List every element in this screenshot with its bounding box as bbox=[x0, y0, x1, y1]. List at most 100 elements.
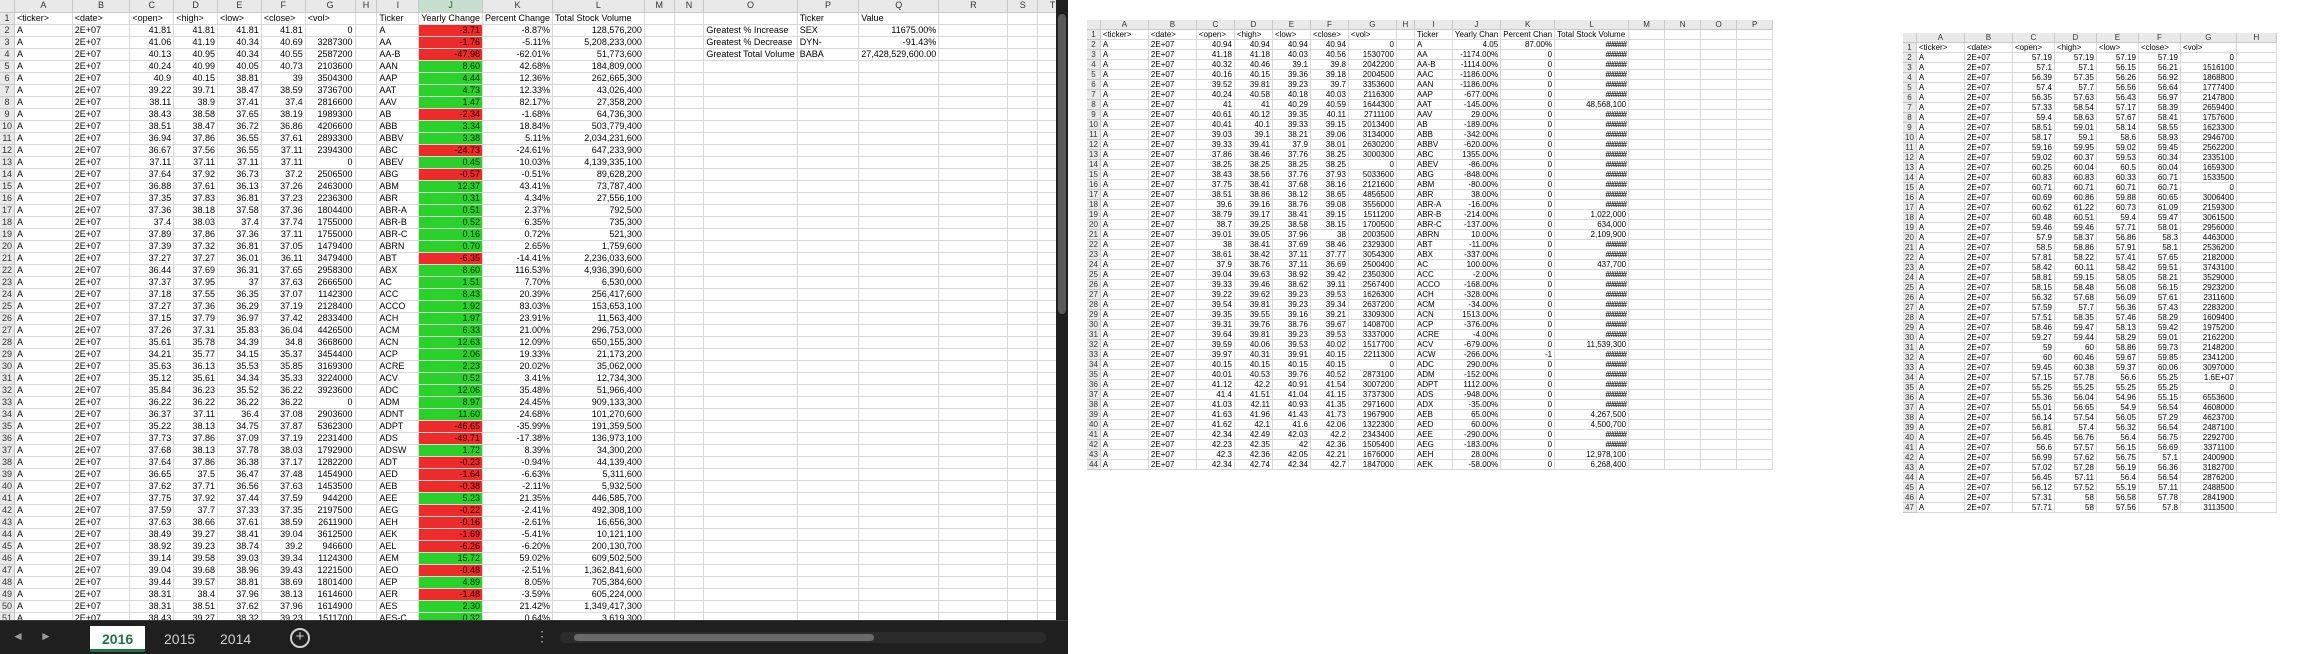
stock-cell[interactable]: 39.81 bbox=[1234, 299, 1273, 310]
header-cell[interactable]: Total Stock Volume bbox=[1554, 29, 1630, 40]
cell[interactable] bbox=[1396, 229, 1415, 240]
header-cell[interactable]: <open> bbox=[2012, 42, 2055, 53]
cell[interactable] bbox=[797, 264, 860, 277]
header-cell[interactable]: <close> bbox=[1310, 29, 1349, 40]
cell[interactable] bbox=[938, 276, 1009, 289]
cell[interactable] bbox=[1007, 180, 1039, 193]
cell[interactable] bbox=[2236, 292, 2277, 303]
cell[interactable] bbox=[1007, 72, 1039, 85]
stock-cell[interactable]: 37.7 bbox=[173, 504, 219, 517]
summary-cell[interactable]: AEO bbox=[376, 564, 420, 577]
cell[interactable] bbox=[858, 252, 940, 265]
cell[interactable] bbox=[674, 84, 705, 97]
stock-cell[interactable]: 36.13 bbox=[217, 180, 262, 193]
cell[interactable] bbox=[1396, 139, 1415, 150]
header-cell[interactable]: <ticker> bbox=[14, 12, 73, 25]
stock-cell[interactable]: 60.38 bbox=[2054, 362, 2097, 373]
summary-cell[interactable]: AEB bbox=[376, 480, 420, 493]
stock-cell[interactable]: 2E+07 bbox=[1964, 222, 2013, 233]
cell[interactable] bbox=[355, 24, 378, 37]
cell[interactable] bbox=[644, 276, 675, 289]
cell[interactable] bbox=[1396, 289, 1415, 300]
cell[interactable] bbox=[644, 516, 675, 529]
stock-cell[interactable]: 57.7 bbox=[2054, 302, 2097, 313]
summary-cell[interactable]: 492,308,100 bbox=[552, 504, 645, 517]
stock-cell[interactable]: A bbox=[14, 192, 73, 205]
stock-cell[interactable]: 39.7 bbox=[1310, 79, 1349, 90]
stock-cell[interactable]: 59.67 bbox=[2096, 352, 2139, 363]
stock-cell[interactable]: 2E+07 bbox=[1964, 452, 2013, 463]
stock-cell[interactable]: 0 bbox=[1348, 159, 1397, 170]
stock-cell[interactable]: A bbox=[1916, 192, 1965, 203]
summary-cell[interactable]: 153,653,100 bbox=[552, 300, 645, 313]
stock-cell[interactable]: 3182700 bbox=[2180, 462, 2237, 473]
stock-cell[interactable]: 35.61 bbox=[129, 336, 175, 349]
stock-cell[interactable]: A bbox=[14, 336, 73, 349]
stock-cell[interactable]: A bbox=[1916, 432, 1965, 443]
stock-cell[interactable]: 2E+07 bbox=[72, 360, 131, 373]
cell[interactable] bbox=[2236, 112, 2277, 123]
header-cell[interactable] bbox=[1396, 29, 1415, 40]
summary-cell[interactable]: AEK bbox=[376, 528, 420, 541]
cell[interactable] bbox=[355, 204, 378, 217]
summary-cell[interactable]: ###### bbox=[1554, 119, 1630, 130]
stock-cell[interactable]: 55.01 bbox=[2012, 402, 2055, 413]
summary-cell[interactable]: ABX bbox=[376, 264, 420, 277]
cell[interactable] bbox=[1007, 432, 1039, 445]
stock-cell[interactable]: 2E+07 bbox=[1148, 239, 1197, 250]
row-number[interactable]: 28 bbox=[0, 336, 15, 349]
stock-cell[interactable]: A bbox=[1916, 182, 1965, 193]
stock-cell[interactable]: A bbox=[14, 492, 73, 505]
stock-cell[interactable]: 0 bbox=[305, 24, 356, 37]
row-number[interactable]: 39 bbox=[1087, 409, 1101, 420]
stock-cell[interactable]: 2E+07 bbox=[72, 432, 131, 445]
header-cell[interactable]: <low> bbox=[2096, 42, 2139, 53]
stock-cell[interactable]: 59.73 bbox=[2138, 342, 2181, 353]
cell[interactable] bbox=[674, 576, 705, 589]
cell[interactable] bbox=[644, 84, 675, 97]
cell[interactable] bbox=[797, 336, 860, 349]
stock-cell[interactable]: 2587200 bbox=[305, 48, 356, 61]
stock-cell[interactable]: 60.04 bbox=[2054, 162, 2097, 173]
cell[interactable] bbox=[644, 228, 675, 241]
stock-cell[interactable]: 59.01 bbox=[2054, 122, 2097, 133]
stock-cell[interactable]: A bbox=[14, 48, 73, 61]
row-number[interactable]: 43 bbox=[0, 516, 15, 529]
cell[interactable] bbox=[1664, 289, 1702, 300]
cell[interactable] bbox=[1700, 89, 1738, 100]
yearly-change-cell[interactable]: -47.98 bbox=[418, 48, 483, 61]
cell[interactable] bbox=[1007, 444, 1039, 457]
cell[interactable] bbox=[938, 132, 1009, 145]
stock-cell[interactable]: 40.15 bbox=[173, 72, 219, 85]
stock-cell[interactable]: 2147800 bbox=[2180, 92, 2237, 103]
summary-cell[interactable]: -168.00% bbox=[1452, 279, 1502, 290]
cell[interactable] bbox=[858, 228, 940, 241]
column-header-S[interactable]: S bbox=[1007, 0, 1039, 13]
cell[interactable] bbox=[1700, 39, 1738, 50]
stock-cell[interactable]: A bbox=[1100, 309, 1149, 320]
summary-cell[interactable]: 4.05 bbox=[1452, 39, 1502, 50]
stock-cell[interactable]: 60.73 bbox=[2096, 202, 2139, 213]
summary-cell[interactable]: 446,585,700 bbox=[552, 492, 645, 505]
stock-cell[interactable]: 37.63 bbox=[261, 480, 306, 493]
stock-cell[interactable]: 41.63 bbox=[1196, 409, 1235, 420]
column-header-K[interactable]: K bbox=[482, 0, 554, 13]
cell[interactable] bbox=[1664, 309, 1702, 320]
column-header-H[interactable]: H bbox=[2236, 33, 2277, 43]
cell[interactable] bbox=[2236, 272, 2277, 283]
stock-cell[interactable]: 40.29 bbox=[1272, 99, 1311, 110]
stock-cell[interactable]: 2E+07 bbox=[1148, 199, 1197, 210]
cell[interactable] bbox=[2236, 412, 2277, 423]
summary-cell[interactable]: 735,300 bbox=[552, 216, 645, 229]
stock-cell[interactable]: 60 bbox=[2012, 352, 2055, 363]
sheet-grid-2015[interactable]: A B C D E F G H I J K L M N O P 1 <ticker> <date> <open> <hi… bbox=[1087, 20, 1774, 470]
summary-cell[interactable]: ADM bbox=[1414, 369, 1453, 380]
stock-cell[interactable]: 59.15 bbox=[2054, 272, 2097, 283]
stock-cell[interactable]: 42.35 bbox=[1234, 439, 1273, 450]
cell[interactable] bbox=[858, 576, 940, 589]
stock-cell[interactable]: A bbox=[14, 504, 73, 517]
stock-cell[interactable]: A bbox=[1100, 69, 1149, 80]
cell[interactable] bbox=[1736, 59, 1774, 70]
row-number[interactable]: 38 bbox=[1903, 412, 1917, 423]
cell[interactable] bbox=[2236, 382, 2277, 393]
